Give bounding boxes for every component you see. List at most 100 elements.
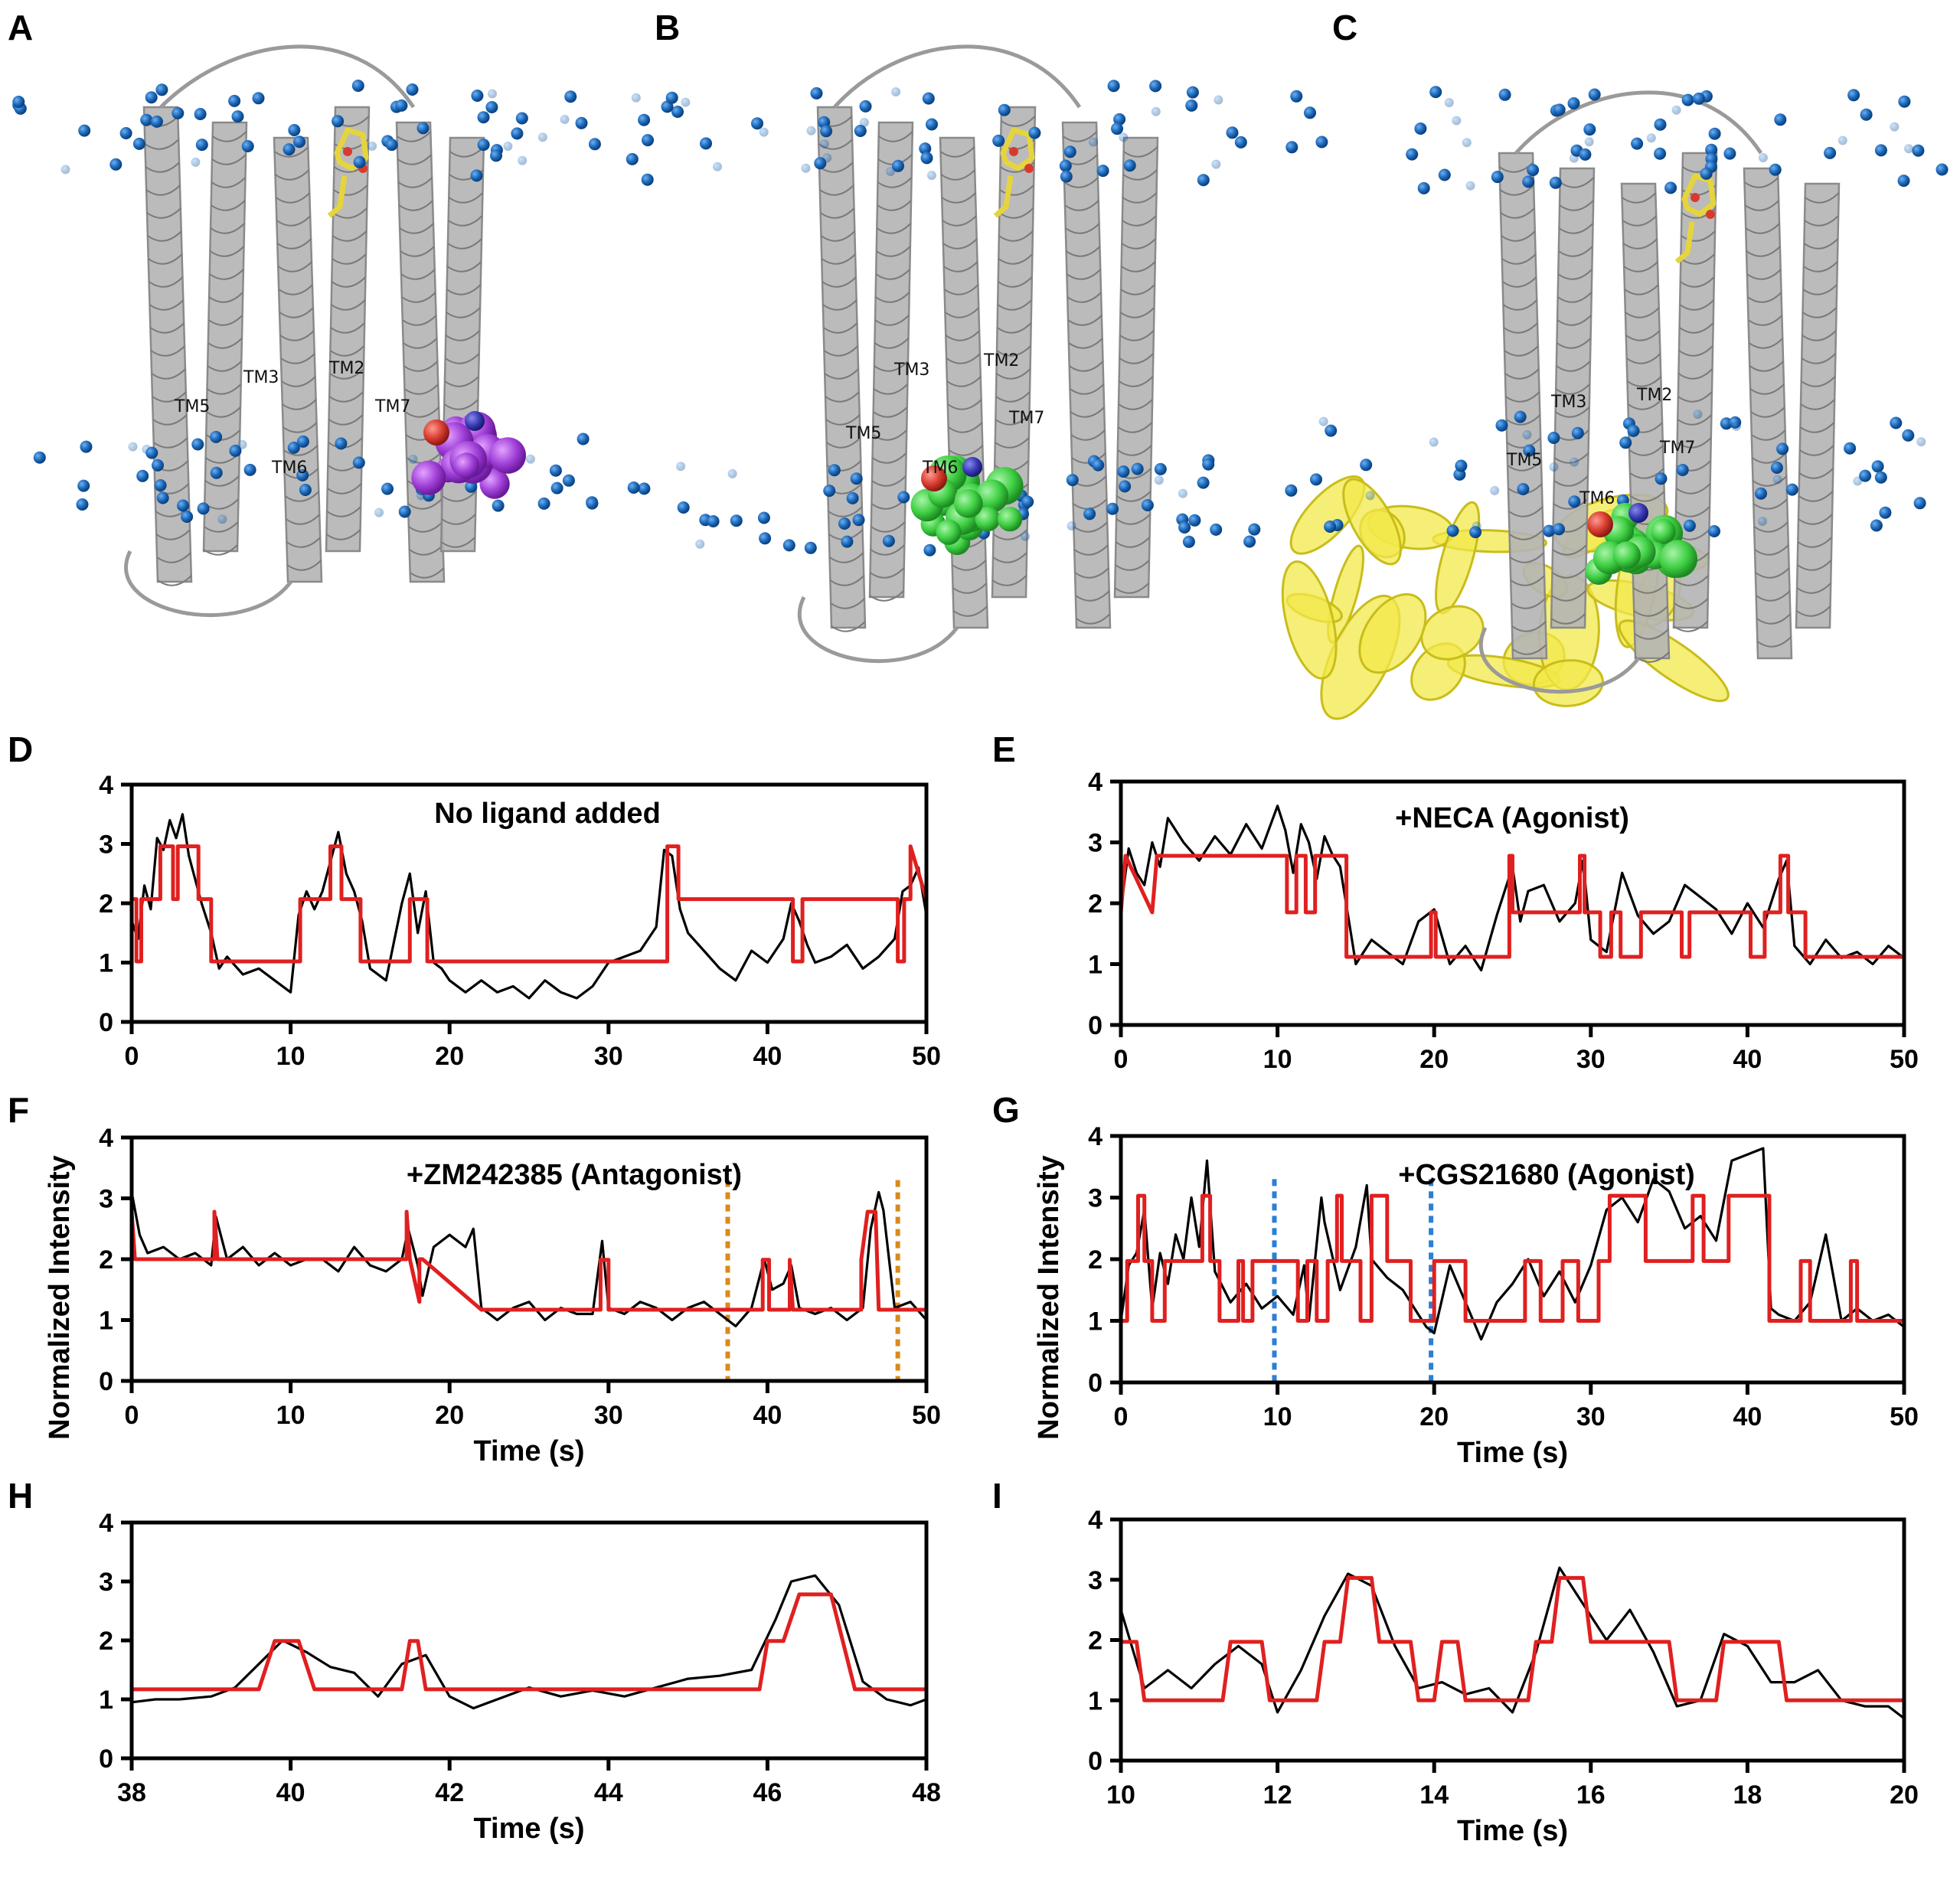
hmm-fit-line bbox=[1119, 854, 1904, 959]
x-tick-label: 20 bbox=[1419, 1045, 1449, 1074]
y-tick-label: 1 bbox=[1088, 1307, 1102, 1337]
structure-panel-a: TM5 TM3 TM2 TM7 TM6 A bbox=[8, 8, 601, 618]
residue-sphere-cluster bbox=[1585, 502, 1697, 585]
y-tick-label: 3 bbox=[1088, 829, 1102, 858]
y-tick-label: 2 bbox=[99, 889, 113, 919]
hmm-fit-line bbox=[1121, 1193, 1904, 1323]
hmm-fit-line bbox=[129, 1209, 926, 1312]
y-tick-label: 3 bbox=[1088, 1566, 1102, 1595]
x-axis-title: Time (s) bbox=[1457, 1437, 1568, 1469]
receptor-helices bbox=[124, 44, 485, 618]
x-tick-label: 10 bbox=[276, 1401, 305, 1430]
y-tick-label: 3 bbox=[1088, 1184, 1102, 1213]
structure-panel-b: TM3 TM2 TM7 TM5 TM6 B bbox=[626, 8, 1261, 664]
y-tick-label: 4 bbox=[99, 1124, 113, 1153]
y-tick-label: 0 bbox=[1088, 1747, 1102, 1776]
panel-letter-i: I bbox=[992, 1476, 1002, 1516]
ligand-stick bbox=[1674, 173, 1717, 264]
panel-letter-b: B bbox=[655, 8, 680, 47]
x-axis-title: Time (s) bbox=[473, 1813, 584, 1845]
x-tick-label: 40 bbox=[753, 1042, 782, 1071]
intensity-trace-line bbox=[131, 1574, 927, 1710]
x-tick-label: 30 bbox=[594, 1042, 623, 1071]
x-tick-label: 30 bbox=[594, 1401, 623, 1430]
tm-label-tm5: TM5 bbox=[845, 424, 881, 443]
intensity-trace-line bbox=[1119, 1566, 1905, 1720]
y-tick-label: 4 bbox=[99, 771, 113, 800]
x-tick-label: 50 bbox=[1890, 1402, 1919, 1431]
y-tick-label: 3 bbox=[99, 831, 113, 860]
tm-label-tm2: TM2 bbox=[983, 351, 1019, 370]
y-tick-label: 0 bbox=[1088, 1369, 1102, 1398]
y-tick-label: 0 bbox=[99, 1745, 113, 1774]
lipid-head-groups bbox=[626, 80, 1261, 556]
x-tick-label: 10 bbox=[1263, 1402, 1292, 1431]
y-tick-label: 4 bbox=[99, 1509, 113, 1538]
x-tick-label: 0 bbox=[1114, 1402, 1129, 1431]
tm-label-tm3: TM3 bbox=[1550, 393, 1586, 412]
tm-label-tm7: TM7 bbox=[374, 397, 410, 416]
y-tick-label: 0 bbox=[1088, 1011, 1102, 1040]
tm-label-tm3: TM3 bbox=[243, 368, 279, 387]
x-tick-label: 50 bbox=[1890, 1045, 1919, 1074]
ligand-stick bbox=[993, 127, 1035, 218]
tm-label-tm7: TM7 bbox=[1659, 439, 1695, 458]
x-tick-label: 0 bbox=[125, 1401, 139, 1430]
structure-panel-c: TM3 TM2 TM5 TM7 TM6 C bbox=[1281, 8, 1949, 720]
x-tick-label: 50 bbox=[912, 1401, 941, 1430]
tm-label-tm5: TM5 bbox=[1506, 451, 1542, 470]
x-tick-label: 20 bbox=[1419, 1402, 1449, 1431]
y-tick-label: 3 bbox=[99, 1568, 113, 1597]
x-tick-label: 40 bbox=[753, 1401, 782, 1430]
y-tick-label: 1 bbox=[99, 1686, 113, 1715]
y-tick-label: 2 bbox=[1088, 889, 1102, 919]
y-tick-label: 2 bbox=[99, 1245, 113, 1275]
y-tick-label: 4 bbox=[1088, 1122, 1102, 1151]
panel-letter-g: G bbox=[992, 1090, 1020, 1130]
x-tick-label: 0 bbox=[125, 1042, 139, 1071]
plot-frame bbox=[129, 1520, 929, 1761]
x-tick-label: 14 bbox=[1419, 1780, 1449, 1810]
x-tick-label: 50 bbox=[912, 1042, 941, 1071]
residue-sphere-cluster bbox=[910, 455, 1024, 556]
tm-label-tm2: TM2 bbox=[328, 359, 364, 378]
x-tick-label: 30 bbox=[1576, 1045, 1606, 1074]
y-tick-label: 1 bbox=[1088, 1686, 1102, 1715]
x-tick-label: 10 bbox=[1106, 1780, 1135, 1810]
residue-sphere-cluster bbox=[411, 411, 526, 499]
chart-title: +NECA (Agonist) bbox=[1395, 802, 1629, 834]
x-tick-label: 20 bbox=[435, 1042, 464, 1071]
chart-title: +ZM242385 (Antagonist) bbox=[407, 1159, 742, 1191]
x-tick-label: 30 bbox=[1576, 1402, 1606, 1431]
intensity-trace-line bbox=[130, 813, 928, 1000]
hmm-fit-line bbox=[132, 844, 929, 964]
y-tick-label: 1 bbox=[99, 1307, 113, 1336]
y-tick-label: 1 bbox=[1088, 951, 1102, 980]
tm-label-tm2: TM2 bbox=[1636, 386, 1672, 405]
y-tick-label: 1 bbox=[99, 949, 113, 978]
y-axis-title: Normalized Intensity bbox=[1033, 1155, 1065, 1440]
y-tick-label: 0 bbox=[99, 1367, 113, 1396]
tm-label-tm3: TM3 bbox=[893, 361, 929, 380]
x-tick-label: 42 bbox=[435, 1778, 464, 1807]
panel-letter-a: A bbox=[8, 8, 33, 47]
x-tick-label: 20 bbox=[435, 1401, 464, 1430]
x-tick-label: 20 bbox=[1890, 1780, 1919, 1810]
hmm-fit-line bbox=[1121, 1575, 1904, 1702]
chart-panel-h: H 0 1 2 3 4 38 40 42 44 46 48 Time (s) bbox=[8, 1476, 941, 1845]
lipid-head-groups bbox=[1285, 86, 1949, 539]
x-tick-label: 10 bbox=[1263, 1045, 1292, 1074]
x-tick-label: 40 bbox=[276, 1778, 305, 1807]
x-tick-label: 0 bbox=[1114, 1045, 1129, 1074]
chart-title: No ligand added bbox=[434, 798, 661, 830]
x-axis-title: Time (s) bbox=[473, 1435, 584, 1467]
y-tick-label: 2 bbox=[1088, 1245, 1102, 1275]
ligand-stick bbox=[327, 127, 369, 218]
x-tick-label: 10 bbox=[276, 1042, 305, 1071]
panel-letter-d: D bbox=[8, 729, 33, 769]
x-axis-title: Time (s) bbox=[1457, 1815, 1568, 1847]
panel-letter-e: E bbox=[992, 729, 1016, 769]
